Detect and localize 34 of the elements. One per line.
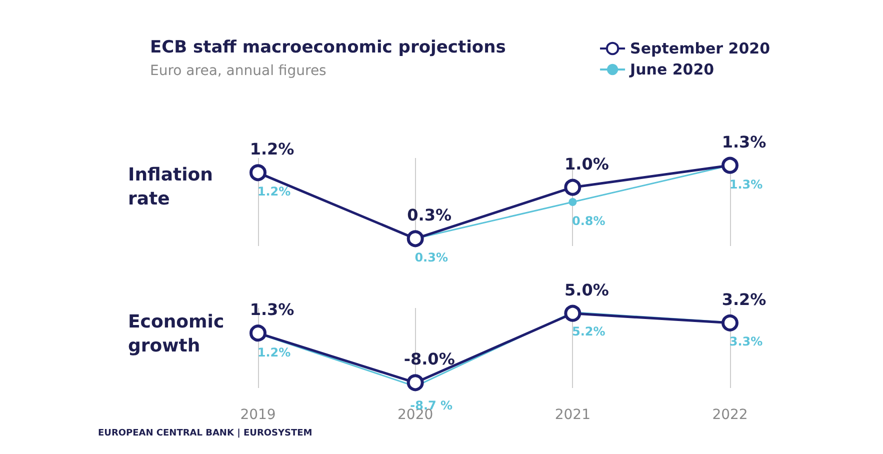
legend-label: September 2020 <box>630 40 770 58</box>
point <box>406 230 424 248</box>
point <box>722 156 738 174</box>
data-label: 1.0% <box>564 154 609 174</box>
text: EUROPEAN CENTRAL BANK | EUROSYSTEM <box>98 428 312 438</box>
point <box>564 178 582 196</box>
x-tick-label: 2022 <box>712 407 748 423</box>
point <box>406 374 424 392</box>
data-label: 1.2% <box>250 140 294 159</box>
data-label: 3.3% <box>729 334 763 348</box>
data-label: 1.2% <box>257 184 291 199</box>
data-label: 5.2% <box>572 324 606 338</box>
data-label: 1.3% <box>722 132 766 152</box>
data-label: -8.0% <box>404 350 455 369</box>
x-tick-label: 2019 <box>240 407 276 423</box>
data-label: 5.0% <box>564 280 609 300</box>
data-label: 1.2% <box>257 346 291 360</box>
legend-label: June 2020 <box>629 60 714 78</box>
data-label: 0.8% <box>572 214 606 228</box>
point <box>250 324 266 342</box>
data-label: 1.3% <box>250 300 294 320</box>
y-axis-title: Inflation rate <box>128 164 220 210</box>
point <box>722 314 738 332</box>
point <box>250 164 266 182</box>
y-axis-title: Economic growth <box>128 312 230 356</box>
point <box>564 304 582 322</box>
x-tick-label: 2021 <box>554 407 590 423</box>
data-label: 0.3% <box>414 250 448 265</box>
point <box>568 198 577 206</box>
chart-subtitle: Euro area, annual figures <box>150 63 326 79</box>
data-label: 3.2% <box>722 290 766 309</box>
data-label: 1.3% <box>729 177 763 192</box>
data-label: 0.3% <box>407 206 452 225</box>
chart-title: ECB staff macroeconomic projections <box>150 38 506 58</box>
